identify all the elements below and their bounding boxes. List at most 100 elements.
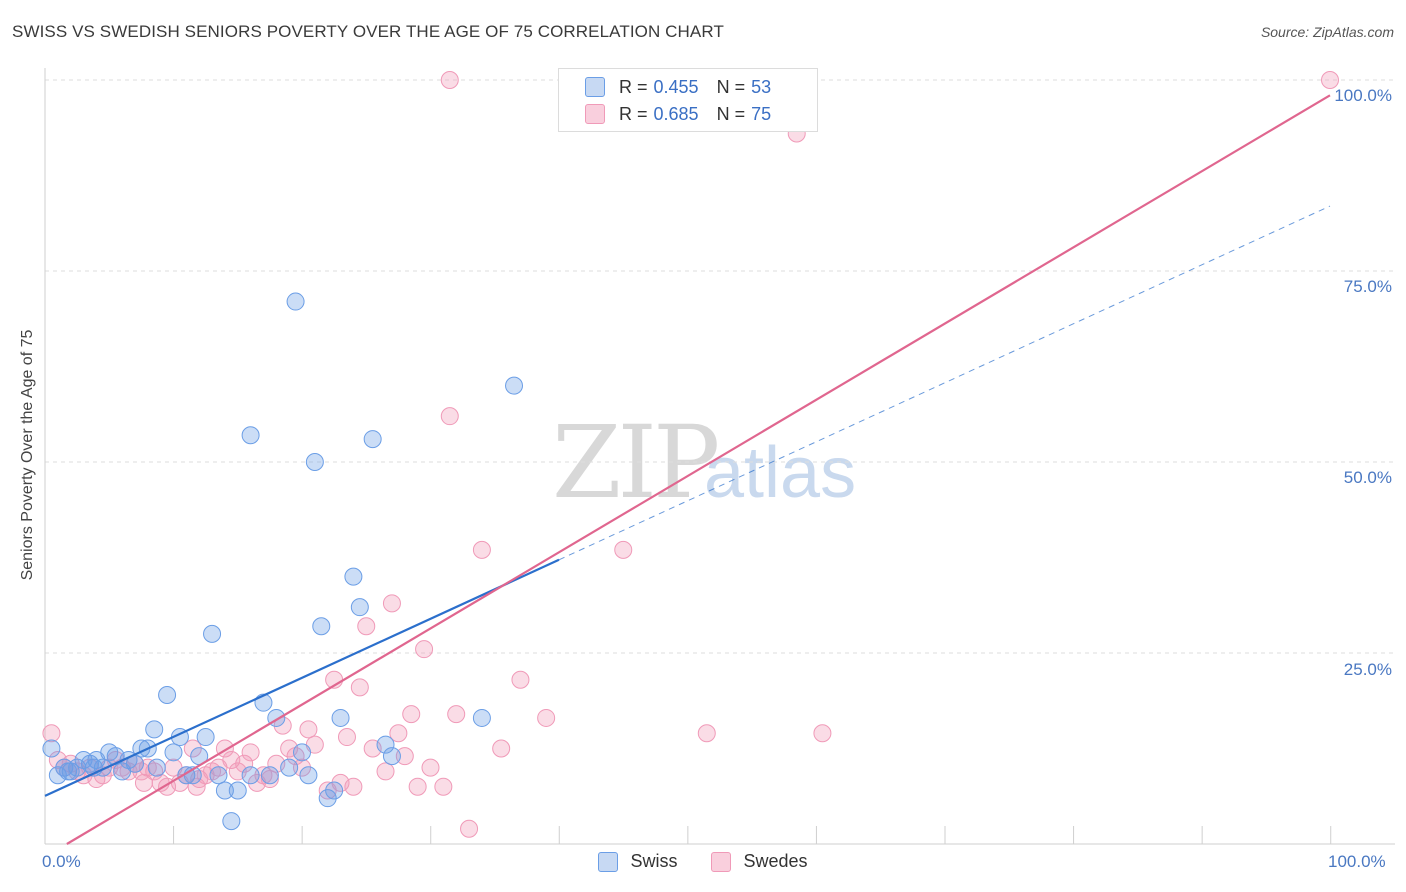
- swiss-point: [293, 743, 311, 762]
- swedes-point: [447, 705, 466, 724]
- watermark-zip: ZIP: [552, 404, 720, 521]
- legend-row-swedes: R = 0.685 N = 75: [585, 101, 771, 127]
- correlation-legend: R = 0.455 N = 53 R = 0.685 N = 75: [558, 68, 818, 132]
- swiss-point: [305, 453, 324, 471]
- swedes-point: [350, 678, 369, 697]
- swedes-point: [389, 724, 408, 743]
- swedes-point: [434, 777, 453, 796]
- swiss-trend-extension: [558, 205, 1331, 561]
- swiss-point: [472, 708, 491, 727]
- swiss-point: [145, 720, 164, 739]
- swedes-point: [183, 739, 202, 758]
- swedes-trend-line: [66, 94, 1331, 845]
- swiss-point: [344, 567, 363, 586]
- y-tick-50: 50.0%: [1343, 468, 1392, 487]
- swiss-point: [260, 766, 279, 785]
- swiss-point: [280, 758, 299, 777]
- axes: [44, 68, 1395, 845]
- swiss-swatch: [585, 77, 605, 97]
- swedes-point: [1321, 71, 1339, 89]
- swedes-point: [241, 743, 260, 762]
- r-value-swedes: 0.685: [653, 103, 699, 124]
- n-value-swiss: 53: [751, 76, 772, 97]
- swedes-point: [402, 705, 421, 724]
- chart-title: SWISS VS SWEDISH SENIORS POVERTY OVER TH…: [12, 22, 724, 41]
- n-label: N =: [716, 76, 746, 97]
- r-label: R =: [619, 103, 648, 124]
- legend-label-swiss: Swiss: [630, 851, 678, 871]
- swiss-point: [363, 430, 382, 449]
- swedes-point: [511, 670, 530, 689]
- swedes-point: [472, 540, 491, 559]
- swiss-legend-swatch: [598, 851, 619, 872]
- source-label: Source: ZipAtlas.com: [1260, 24, 1394, 40]
- watermark-atlas: atlas: [704, 433, 857, 513]
- swiss-trend-line: [44, 558, 560, 797]
- legend-item-swedes[interactable]: Swedes: [711, 851, 808, 872]
- legend-item-swiss[interactable]: Swiss: [598, 851, 677, 872]
- swiss-point: [350, 598, 369, 617]
- swedes-point: [408, 777, 427, 796]
- swedes-point: [293, 758, 311, 777]
- swiss-point: [209, 766, 228, 785]
- swiss-point: [286, 292, 305, 311]
- trend-lines: [44, 94, 1331, 845]
- swiss-point: [164, 743, 183, 762]
- swiss-point: [241, 766, 260, 785]
- swedes-point: [813, 724, 832, 743]
- swedes-point: [460, 819, 479, 838]
- swiss-point: [241, 426, 260, 445]
- y-tick-75: 75.0%: [1343, 277, 1392, 296]
- series-legend: Swiss Swedes: [0, 851, 1406, 872]
- swedes-point: [42, 724, 61, 743]
- n-label: N =: [716, 103, 746, 124]
- swiss-point: [382, 747, 401, 766]
- swedes-point: [440, 407, 459, 426]
- swedes-point: [382, 594, 401, 613]
- swedes-points: [42, 71, 1339, 838]
- swedes-point: [260, 770, 279, 789]
- swedes-swatch: [585, 104, 605, 124]
- legend-label-swedes: Swedes: [743, 851, 808, 871]
- swiss-point: [196, 728, 215, 747]
- swedes-point: [492, 739, 511, 758]
- swedes-point: [537, 708, 556, 727]
- swiss-points: [42, 292, 524, 831]
- swiss-point: [505, 376, 524, 395]
- y-tick-100: 100.0%: [1334, 86, 1392, 105]
- swiss-point: [147, 758, 166, 777]
- x-tick-100: 100.0%: [1328, 852, 1386, 871]
- swedes-point: [337, 728, 356, 747]
- swiss-point: [325, 781, 344, 800]
- swiss-point: [158, 686, 177, 705]
- swiss-point: [331, 708, 350, 727]
- swiss-point: [59, 762, 78, 781]
- swiss-point: [42, 739, 61, 758]
- grid-lines: [45, 79, 1395, 654]
- legend-row-swiss: R = 0.455 N = 53: [585, 74, 771, 100]
- x-tick-0: 0.0%: [42, 852, 81, 871]
- swedes-point: [187, 777, 206, 796]
- swedes-point: [344, 777, 363, 796]
- swedes-point: [697, 724, 716, 743]
- swiss-point: [376, 735, 395, 754]
- y-axis-label: Seniors Poverty Over the Age of 75: [19, 329, 36, 581]
- r-value-swiss: 0.455: [653, 76, 699, 97]
- y-tick-25: 25.0%: [1343, 660, 1392, 679]
- swiss-point: [215, 781, 234, 800]
- swiss-point: [203, 624, 222, 643]
- swiss-point: [228, 781, 247, 800]
- swedes-point: [235, 754, 254, 773]
- swedes-point: [421, 758, 440, 777]
- swedes-point: [415, 640, 434, 659]
- swedes-point: [134, 773, 153, 792]
- swedes-legend-swatch: [711, 851, 732, 872]
- swedes-point: [357, 617, 376, 636]
- swiss-point: [299, 766, 318, 785]
- swedes-point: [440, 71, 459, 89]
- swiss-point: [318, 789, 337, 808]
- n-value-swedes: 75: [751, 103, 772, 124]
- swedes-point: [376, 762, 395, 781]
- r-label: R =: [619, 76, 648, 97]
